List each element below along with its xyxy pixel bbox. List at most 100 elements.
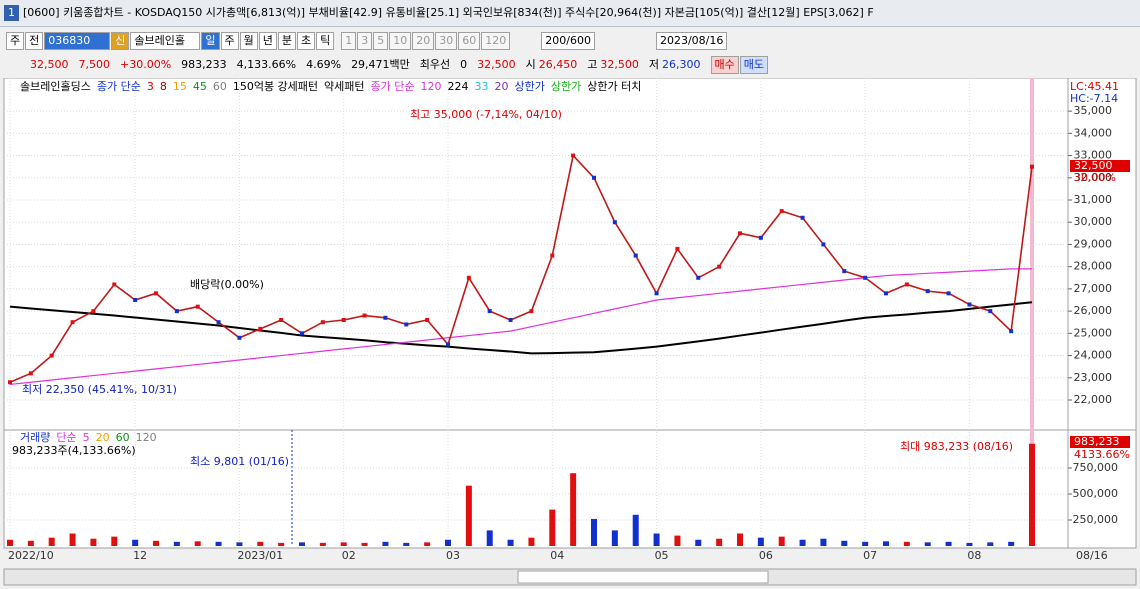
interval-button[interactable]: 1 bbox=[341, 32, 357, 50]
legend-item: 종가 단순 bbox=[371, 80, 415, 93]
volume-bar bbox=[757, 537, 764, 546]
volume-bar bbox=[340, 542, 347, 546]
volume-bar bbox=[445, 539, 451, 546]
period-button[interactable]: 틱 bbox=[316, 32, 335, 50]
volume-bar bbox=[319, 542, 326, 546]
price-marker bbox=[8, 380, 12, 385]
volume-bar bbox=[945, 541, 952, 546]
price-marker bbox=[487, 309, 492, 314]
price-marker bbox=[404, 322, 409, 327]
date-input[interactable]: 2023/08/16 bbox=[655, 32, 728, 50]
price-marker bbox=[633, 253, 638, 258]
y-tick-label: 24,000 bbox=[1074, 349, 1113, 362]
volume: 983,233 bbox=[181, 58, 227, 71]
interval-button[interactable]: 60 bbox=[458, 32, 481, 50]
legend-item: 거래량 bbox=[20, 431, 50, 444]
interval-button[interactable]: 10 bbox=[389, 32, 412, 50]
change-rate: +30.00% bbox=[120, 58, 172, 71]
price-marker bbox=[571, 153, 576, 158]
volume-bar bbox=[924, 542, 931, 546]
interval-button[interactable]: 5 bbox=[373, 32, 389, 50]
volume-bar bbox=[424, 542, 431, 546]
price-marker bbox=[258, 326, 263, 331]
legend-item: 약세패턴 bbox=[324, 79, 364, 93]
price-marker bbox=[1009, 329, 1014, 334]
y-tick-label: 500,000 bbox=[1073, 487, 1119, 500]
price-marker bbox=[904, 282, 909, 287]
price-marker bbox=[758, 235, 763, 240]
y-tick-label: 30,000 bbox=[1074, 215, 1113, 228]
volume-bar bbox=[507, 539, 514, 546]
count[interactable]: 200/600 bbox=[541, 32, 595, 50]
open-label: 시 bbox=[525, 58, 536, 71]
legend-item: 상한가 bbox=[515, 80, 545, 93]
volume-bar bbox=[194, 541, 201, 546]
legend-item: 120 bbox=[421, 80, 442, 93]
market-select[interactable]: 주 bbox=[6, 32, 25, 50]
price-marker bbox=[967, 302, 972, 307]
legend-item: 33 bbox=[475, 80, 489, 93]
volume-bar bbox=[69, 533, 76, 546]
y-tick-label: 750,000 bbox=[1073, 461, 1119, 474]
period-button[interactable]: 월 bbox=[239, 32, 258, 50]
period-button[interactable]: 분 bbox=[277, 32, 296, 50]
volume-bar bbox=[778, 536, 785, 546]
low: 26,300 bbox=[662, 58, 701, 71]
y-tick-label: 34,000 bbox=[1074, 126, 1113, 139]
volume-bar bbox=[799, 539, 806, 546]
volume-bar bbox=[695, 539, 702, 546]
period-button[interactable]: 년 bbox=[258, 32, 277, 50]
price-marker bbox=[154, 291, 158, 296]
annotation: 최고 35,000 (-7,14%, 04/10) bbox=[410, 108, 562, 121]
y-tick-label: 28,000 bbox=[1074, 260, 1113, 273]
volume-bar bbox=[653, 533, 660, 546]
lc-label: LC:45.41 bbox=[1070, 80, 1119, 93]
ma-line bbox=[9, 268, 1032, 386]
price-marker bbox=[988, 309, 993, 314]
y-tick-label: 25,000 bbox=[1074, 326, 1113, 339]
price-marker bbox=[174, 309, 179, 314]
volume-bar bbox=[299, 542, 305, 546]
volume-bar bbox=[862, 541, 869, 546]
price-marker bbox=[466, 275, 471, 280]
legend-item: 150억봉 강세패턴 bbox=[233, 80, 318, 93]
volume-bar bbox=[841, 540, 848, 546]
period-button[interactable]: 초 bbox=[297, 32, 316, 50]
hc-label: HC:-7.14 bbox=[1070, 92, 1118, 105]
code-input[interactable]: 036830 bbox=[44, 32, 111, 50]
price-marker bbox=[550, 253, 555, 258]
volume-bar bbox=[361, 542, 368, 546]
sell-button[interactable]: 매도 bbox=[739, 56, 769, 74]
y-tick-label: 31,000 bbox=[1074, 193, 1113, 206]
period-button[interactable]: 주 bbox=[220, 32, 239, 50]
interval-button[interactable]: 120 bbox=[481, 32, 511, 50]
y-tick-label: 27,000 bbox=[1074, 282, 1113, 295]
interval-button[interactable]: 3 bbox=[357, 32, 373, 50]
volume-bar bbox=[549, 509, 556, 546]
interval-button[interactable]: 30 bbox=[435, 32, 458, 50]
scroll-thumb[interactable] bbox=[517, 570, 769, 584]
type-select[interactable]: 전 bbox=[25, 32, 44, 50]
best-price: 32,500 bbox=[477, 58, 516, 71]
x-tick-label: 03 bbox=[446, 549, 460, 562]
price-marker bbox=[195, 304, 200, 309]
volume-bar bbox=[382, 541, 389, 546]
x-tick-label: 04 bbox=[550, 549, 564, 562]
volume-bar bbox=[215, 541, 222, 546]
best-value: 0 bbox=[460, 58, 468, 71]
interval-button[interactable]: 20 bbox=[412, 32, 435, 50]
window-number: 1 bbox=[4, 5, 19, 21]
new-badge: 신 bbox=[111, 32, 130, 50]
high: 32,500 bbox=[600, 58, 639, 71]
x-tick-label: 12 bbox=[133, 549, 147, 562]
x-tick-label: 07 bbox=[863, 549, 877, 562]
price-marker bbox=[654, 291, 659, 296]
legend-item: 솔브레인홀딩스 bbox=[20, 80, 91, 93]
price-marker bbox=[70, 320, 75, 325]
volume-bar bbox=[570, 473, 577, 546]
volume-bar bbox=[257, 541, 264, 546]
buy-button[interactable]: 매수 bbox=[710, 56, 739, 74]
change: 7,500 bbox=[78, 58, 111, 71]
volume-bar bbox=[1008, 541, 1015, 546]
period-button[interactable]: 일 bbox=[201, 32, 220, 50]
